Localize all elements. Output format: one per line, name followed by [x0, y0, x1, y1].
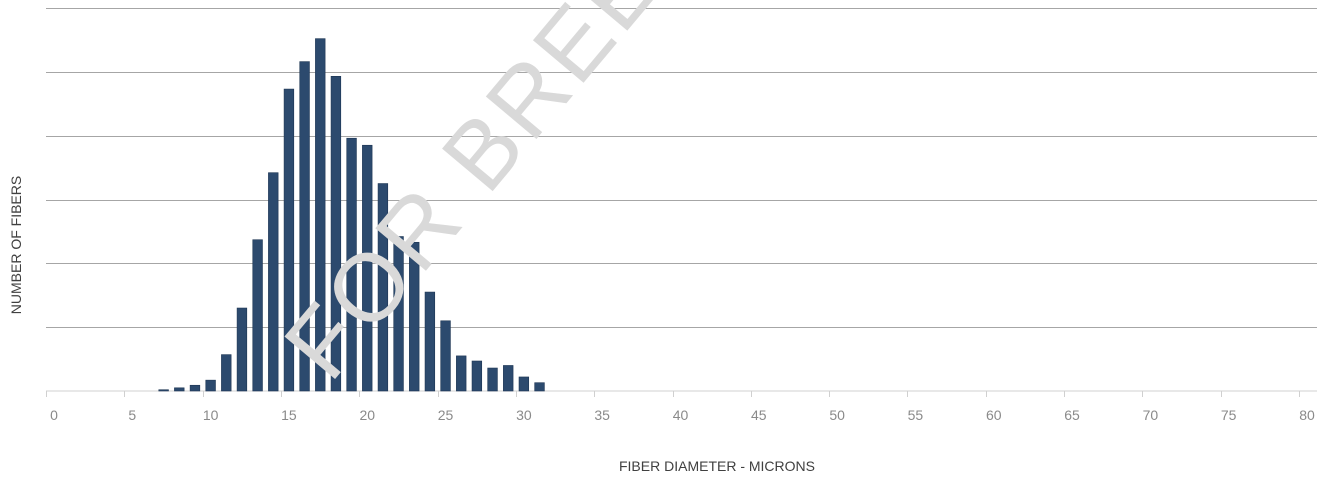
- x-tick-label: 80: [1299, 407, 1315, 423]
- histogram-bar: [534, 382, 545, 392]
- histogram-bar: [252, 239, 263, 392]
- x-tick-label: 5: [128, 407, 136, 423]
- x-tick-label: 45: [751, 407, 767, 423]
- x-tick-label: 10: [203, 407, 219, 423]
- x-tick-label: 50: [829, 407, 845, 423]
- x-tick-label: 70: [1143, 407, 1159, 423]
- histogram-bar: [424, 291, 436, 392]
- x-tick-label: 65: [1064, 407, 1080, 423]
- histogram-bar: [315, 38, 326, 392]
- histogram-bar: [236, 307, 248, 392]
- x-tick-label: 20: [359, 407, 375, 423]
- histogram-bar: [518, 376, 530, 392]
- x-tick-label: 40: [673, 407, 689, 423]
- x-tick-label: 75: [1221, 407, 1237, 423]
- bars: [158, 38, 545, 392]
- histogram-bar: [268, 172, 279, 392]
- x-tick-label: 35: [594, 407, 610, 423]
- x-tick-labels: 0 5 10 15 20 25 30 35 40 45 50 55 60 65 70 75 80: [50, 407, 1315, 423]
- histogram-bar: [205, 379, 216, 392]
- histogram-bar: [346, 137, 357, 392]
- histogram-bar: [299, 61, 310, 392]
- histogram-bar: [456, 355, 467, 392]
- histogram-bar: [158, 389, 169, 392]
- histogram-bar: [330, 76, 342, 392]
- histogram-bar: [174, 387, 185, 392]
- histogram-bar: [471, 360, 483, 392]
- histogram-bar: [221, 354, 232, 392]
- x-tick-label: 60: [986, 407, 1002, 423]
- histogram-bar: [393, 236, 404, 392]
- x-tick-label: 55: [908, 407, 924, 423]
- histogram-bar: [503, 365, 514, 392]
- x-axis-title: FIBER DIAMETER - MICRONS: [619, 458, 815, 474]
- histogram-bar: [283, 88, 295, 392]
- histogram-bar: [409, 241, 420, 392]
- histogram-bar: [362, 144, 373, 392]
- x-tick-label: 30: [516, 407, 532, 423]
- y-axis-title: NUMBER OF FIBERS: [8, 176, 24, 314]
- histogram-bar: [440, 320, 451, 392]
- gridlines: [46, 8, 1317, 397]
- histogram-bar: [189, 384, 201, 392]
- x-tick-label: 15: [281, 407, 297, 423]
- x-tick-label: 25: [438, 407, 454, 423]
- x-tick-label: 0: [50, 407, 58, 423]
- histogram-bar: [487, 367, 498, 392]
- histogram-bar: [377, 183, 389, 392]
